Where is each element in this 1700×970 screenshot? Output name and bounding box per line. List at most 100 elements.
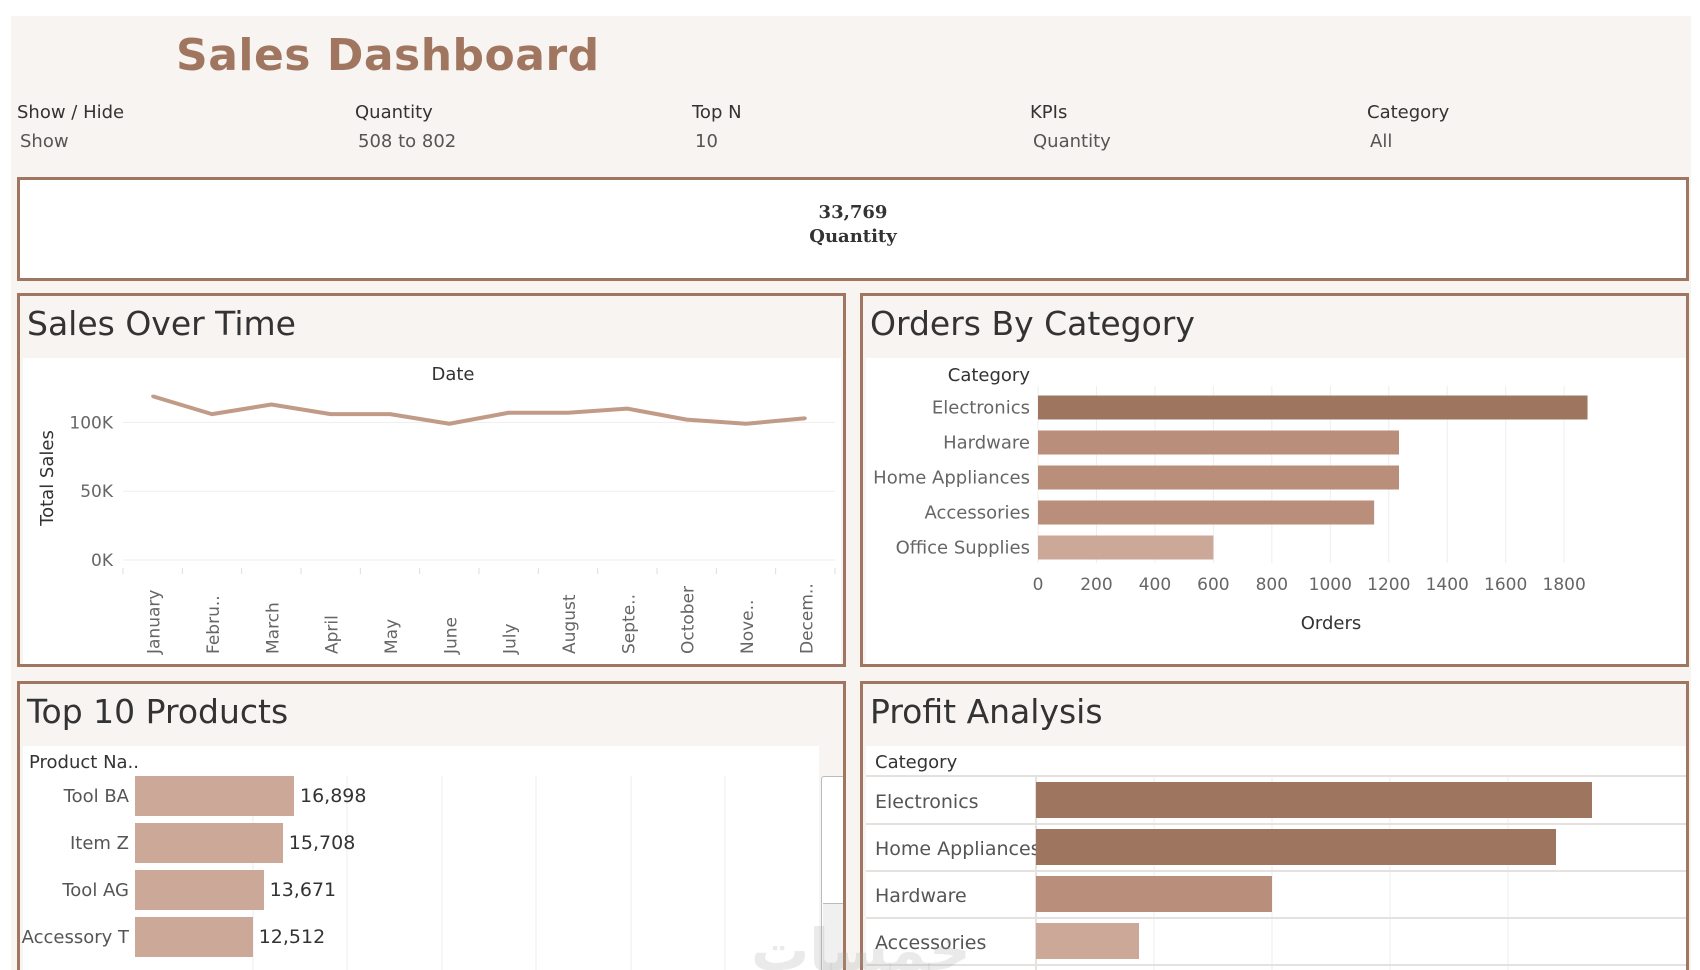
category-label: Hardware — [943, 433, 1030, 454]
product-value: 13,671 — [269, 879, 337, 901]
product-value: 15,708 — [288, 832, 356, 854]
data-point — [329, 412, 333, 416]
y-tick-label: 100K — [69, 413, 113, 433]
category-label: Electronics — [932, 398, 1030, 419]
data-point — [566, 411, 570, 415]
scrollbar-thumb[interactable] — [823, 903, 843, 970]
orders-bar — [1038, 430, 1399, 455]
category-label: Accessories — [925, 503, 1031, 524]
data-point — [685, 418, 689, 422]
profit-bar[interactable] — [1036, 782, 1592, 818]
x-tick-label: May — [382, 619, 402, 654]
orders-chart-area: 0 200 400 600 800 1000 1200 1400 1600 1800 Categor… — [866, 358, 1686, 664]
data-point — [388, 412, 392, 416]
profit-category-label: Hardware — [875, 885, 967, 907]
profit-analysis-panel: Profit Analysis Category Electronics Home… — [860, 681, 1689, 970]
data-point — [269, 403, 273, 407]
data-point — [625, 407, 629, 411]
product-name: Accessory T — [21, 927, 129, 948]
panel-title: Sales Over Time — [27, 304, 296, 343]
orders-bar — [1038, 500, 1375, 525]
filter-quantity[interactable]: Quantity 508 to 802 — [355, 102, 456, 152]
sales-line-series — [152, 394, 806, 426]
x-tick-label: 1400 — [1426, 575, 1469, 595]
profit-chart-area: Category Electronics Home Appliances Hardw… — [866, 746, 1686, 970]
category-label: Home Appliances — [873, 468, 1030, 489]
filter-category[interactable]: Category All — [1367, 102, 1449, 152]
product-name: Tool BA — [63, 786, 129, 807]
kpi-card: 33,769 Quantity — [17, 177, 1689, 281]
profit-bar[interactable] — [1036, 876, 1273, 912]
product-row[interactable]: Tool AG 13,671 — [23, 870, 819, 910]
panel-title: Orders By Category — [870, 304, 1195, 343]
product-value: 12,512 — [258, 926, 326, 948]
filter-value[interactable]: Show — [20, 131, 69, 152]
x-tick-label: July — [501, 623, 521, 655]
x-axis-title: Date — [431, 364, 474, 385]
product-name: Item Z — [69, 833, 129, 854]
sales-over-time-panel: Sales Over Time 0K 50K 100K Date Total Sales… — [17, 293, 846, 667]
filter-value[interactable]: 508 to 802 — [358, 131, 457, 152]
filter-value[interactable]: All — [1370, 131, 1393, 152]
orders-bar — [1038, 535, 1214, 560]
filter-value[interactable]: Quantity — [1033, 131, 1111, 152]
orders-bar — [1038, 465, 1399, 490]
top-products-chart-area: Product Na.. Tool BA 16,898 Item Z 15,708 To… — [22, 746, 819, 970]
filter-top-n[interactable]: Top N 10 — [692, 102, 742, 152]
category-label: Office Supplies — [896, 538, 1030, 559]
filter-label: Quantity — [355, 102, 433, 123]
profit-bar[interactable] — [1036, 923, 1139, 959]
x-tick-label: October — [679, 586, 699, 654]
product-name: Tool AG — [62, 880, 129, 901]
panel-title: Top 10 Products — [27, 692, 289, 731]
filter-label: KPIs — [1030, 102, 1068, 123]
profit-row[interactable]: Accessories — [866, 917, 1686, 966]
x-tick-label: 800 — [1256, 575, 1288, 595]
x-tick-label: 400 — [1139, 575, 1171, 595]
x-tick-label: 600 — [1197, 575, 1229, 595]
profit-category-label: Home Appliances — [875, 838, 1041, 860]
product-value: 16,898 — [300, 785, 367, 807]
watermark-logo: خمسات — [751, 916, 971, 970]
profit-row[interactable]: Hardware — [866, 870, 1686, 919]
product-bar[interactable] — [135, 917, 253, 957]
data-point — [803, 416, 807, 420]
x-tick-label: Decem.. — [797, 583, 817, 654]
orders-bar — [1038, 395, 1588, 420]
x-tick-label: June — [441, 617, 461, 655]
dashboard: Sales Dashboard Show / Hide Show Quantit… — [11, 16, 1691, 970]
sales-line-chart: 0K 50K 100K Date Total Sales January Febru.. Ma… — [37, 364, 836, 655]
scrollbar-track[interactable] — [821, 776, 843, 970]
filter-value[interactable]: 10 — [695, 131, 718, 152]
x-tick-label: 1000 — [1309, 575, 1352, 595]
x-tick-label: Septe.. — [619, 594, 639, 654]
filter-kpis[interactable]: KPIs Quantity — [1030, 102, 1111, 152]
filter-label: Top N — [692, 102, 742, 123]
x-tick-label: 0 — [1033, 575, 1044, 595]
product-row[interactable]: Accessory T 12,512 — [22, 917, 819, 957]
kpi-label: Quantity — [809, 226, 897, 247]
x-tick-label: 1200 — [1367, 575, 1410, 595]
product-bar[interactable] — [135, 823, 283, 863]
filter-show-hide[interactable]: Show / Hide Show — [17, 102, 124, 152]
data-point — [151, 394, 155, 398]
x-tick-label: 1800 — [1543, 575, 1586, 595]
kpi-value: 33,769 — [818, 202, 888, 223]
dashboard-title: Sales Dashboard — [176, 30, 600, 81]
x-tick-label: August — [560, 594, 580, 654]
profit-bar[interactable] — [1036, 829, 1556, 865]
profit-row[interactable]: Electronics — [866, 776, 1686, 825]
top-products-panel: Top 10 Products Product Na.. Tool BA 16,8… — [17, 681, 846, 970]
x-tick-label: January — [145, 590, 165, 655]
x-tick-label: Febru.. — [204, 595, 224, 654]
data-point — [447, 422, 451, 426]
filter-label: Category — [1367, 102, 1450, 123]
product-row[interactable]: Item Z 15,708 — [23, 823, 819, 863]
y-tick-label: 0K — [91, 551, 114, 571]
column-header: Category — [875, 752, 958, 773]
product-bar[interactable] — [135, 870, 264, 910]
product-row[interactable]: Tool BA 16,898 — [23, 776, 819, 816]
x-tick-label: March — [263, 602, 283, 654]
profit-row[interactable]: Home Appliances — [866, 823, 1686, 872]
product-bar[interactable] — [135, 776, 294, 816]
